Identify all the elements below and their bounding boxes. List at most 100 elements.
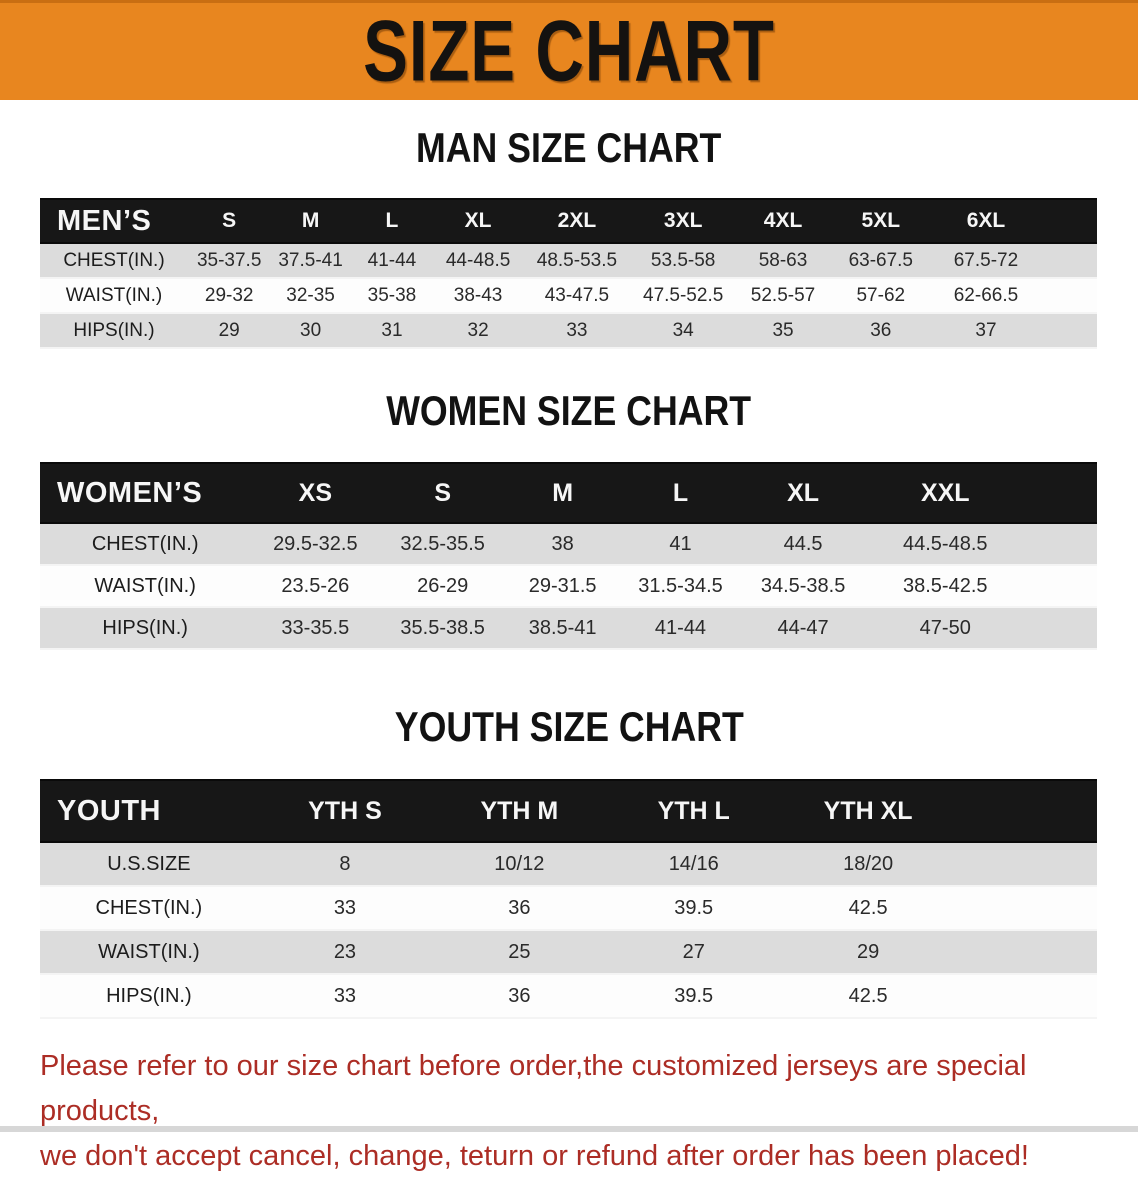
measurement-row: CHEST(IN.) 33 36 39.5 42.5 <box>40 886 1097 930</box>
size-value-cell: 62-66.5 <box>953 284 1019 306</box>
empty-header-cell <box>1040 198 1097 244</box>
youth-section-heading-text: YOUTH SIZE CHART <box>394 703 744 750</box>
size-value-cell: 30 <box>300 319 322 341</box>
size-column-header: 6XL <box>931 198 1041 244</box>
men-size-table: MEN’S S M L XL 2XL 3XL 4XL 5XL 6XL CHEST(IN.) 35-37… <box>40 198 1097 349</box>
size-value-cell: 10/12 <box>494 852 545 875</box>
measurement-row: WAIST(IN.) 23.5-26 26-29 29-31.5 31.5-34.5 34… <box>40 565 1097 607</box>
size-column-header: M <box>270 198 351 244</box>
size-value-cell: 39.5 <box>674 984 714 1007</box>
size-value-cell: 34.5-38.5 <box>760 574 846 597</box>
measurement-row: HIPS(IN.) 33 36 39.5 42.5 <box>40 974 1097 1018</box>
size-chart-banner: SIZE CHART <box>0 0 1138 100</box>
size-column-header: XL <box>433 198 524 244</box>
size-value-cell: 36 <box>508 984 531 1007</box>
women-size-table: WOMEN’S XS S M L XL XXL CHEST(IN.) 29.5-32.5 32.5… <box>40 462 1097 650</box>
size-value-cell: 39.5 <box>674 896 714 919</box>
size-value-cell: 18/20 <box>843 852 894 875</box>
empty-header-cell <box>1025 462 1097 524</box>
size-value-cell: 38 <box>551 532 574 555</box>
size-column-header: YTH L <box>606 779 781 843</box>
size-column-header: XXL <box>865 462 1026 524</box>
disclaimer-line-2: we don't accept cancel, change, teturn o… <box>40 1139 1029 1172</box>
row-label: HIPS(IN.) <box>102 616 188 639</box>
size-value-cell: 36 <box>508 896 531 919</box>
order-disclaimer: Please refer to our size chart before or… <box>40 1044 1118 1179</box>
size-value-cell: 35.5-38.5 <box>400 616 485 639</box>
size-column-header: XL <box>740 462 866 524</box>
row-label: HIPS(IN.) <box>73 319 155 341</box>
size-value-cell: 42.5 <box>848 984 888 1007</box>
size-header-row: MEN’S S M L XL 2XL 3XL 4XL 5XL 6XL <box>40 198 1097 244</box>
row-label: CHEST(IN.) <box>95 896 203 919</box>
size-value-cell: 67.5-72 <box>953 249 1019 271</box>
size-value-cell: 32-35 <box>286 284 335 306</box>
size-value-cell: 38.5-41 <box>528 616 597 639</box>
size-value-cell: 34 <box>672 319 694 341</box>
size-value-cell: 25 <box>508 940 531 963</box>
row-label: WAIST(IN.) <box>65 284 163 306</box>
size-value-cell: 32.5-35.5 <box>400 532 485 555</box>
size-value-cell: 26-29 <box>417 574 469 597</box>
size-value-cell: 52.5-57 <box>750 284 816 306</box>
size-column-header: YTH S <box>257 779 433 843</box>
size-value-cell: 44.5-48.5 <box>902 532 988 555</box>
size-column-header: YTH M <box>432 779 607 843</box>
size-value-cell: 8 <box>339 852 351 875</box>
banner-title: SIZE CHART <box>363 3 775 99</box>
size-value-cell: 44.5 <box>783 532 823 555</box>
size-value-cell: 35-37.5 <box>196 249 262 271</box>
size-value-cell: 47-50 <box>919 616 971 639</box>
row-label: CHEST(IN.) <box>63 249 165 271</box>
size-value-cell: 29.5-32.5 <box>273 532 358 555</box>
empty-cell <box>955 930 1097 974</box>
size-value-cell: 37 <box>975 319 997 341</box>
measurement-row: U.S.SIZE 8 10/12 14/16 18/20 <box>40 842 1097 886</box>
size-column-header: 4XL <box>735 198 831 244</box>
size-value-cell: 37.5-41 <box>278 249 343 271</box>
row-label: WAIST(IN.) <box>94 574 196 597</box>
empty-cell <box>1041 313 1097 348</box>
size-value-cell: 36 <box>870 319 892 341</box>
size-value-cell: 31 <box>381 319 403 341</box>
measurement-row: HIPS(IN.) 33-35.5 35.5-38.5 38.5-41 41-44 44-… <box>40 607 1097 649</box>
empty-cell <box>1025 523 1097 565</box>
size-value-cell: 29 <box>218 319 240 341</box>
size-column-header: M <box>505 462 621 524</box>
size-column-header: L <box>620 462 741 524</box>
size-value-cell: 57-62 <box>856 284 906 306</box>
size-value-cell: 23.5-26 <box>281 574 350 597</box>
table-corner-label: YOUTH <box>40 779 258 843</box>
size-value-cell: 33 <box>333 984 357 1007</box>
row-label: HIPS(IN.) <box>106 984 192 1007</box>
size-column-header: S <box>187 198 271 244</box>
size-value-cell: 23 <box>333 940 357 963</box>
size-value-cell: 42.5 <box>848 896 888 919</box>
size-column-header: 5XL <box>830 198 931 244</box>
size-value-cell: 27 <box>682 940 705 963</box>
youth-section-heading: YOUTH SIZE CHART <box>0 706 1138 748</box>
row-label: CHEST(IN.) <box>91 532 199 555</box>
row-label: WAIST(IN.) <box>98 940 200 963</box>
measurement-row: CHEST(IN.) 29.5-32.5 32.5-35.5 38 41 44.5 44.5… <box>40 523 1097 565</box>
size-value-cell: 33 <box>566 319 588 341</box>
table-corner-label: WOMEN’S <box>40 462 251 524</box>
empty-cell <box>1025 565 1097 607</box>
measurement-row: WAIST(IN.) 23 25 27 29 <box>40 930 1097 974</box>
men-section-heading-text: MAN SIZE CHART <box>416 124 722 171</box>
size-value-cell: 41-44 <box>654 616 707 639</box>
measurement-row: HIPS(IN.) 29 30 31 32 33 34 35 36 37 <box>40 313 1097 348</box>
bottom-edge-strip <box>0 1126 1138 1132</box>
size-value-cell: 47.5-52.5 <box>643 284 724 306</box>
size-value-cell: 29-31.5 <box>528 574 597 597</box>
size-value-cell: 41 <box>669 532 692 555</box>
size-column-header: L <box>350 198 434 244</box>
size-value-cell: 33-35.5 <box>281 616 350 639</box>
size-value-cell: 58-63 <box>758 249 808 271</box>
size-column-header: S <box>380 462 506 524</box>
women-section-heading-text: WOMEN SIZE CHART <box>386 387 752 434</box>
empty-cell <box>955 886 1097 930</box>
size-value-cell: 53.5-58 <box>650 249 716 271</box>
size-value-cell: 14/16 <box>668 852 719 875</box>
